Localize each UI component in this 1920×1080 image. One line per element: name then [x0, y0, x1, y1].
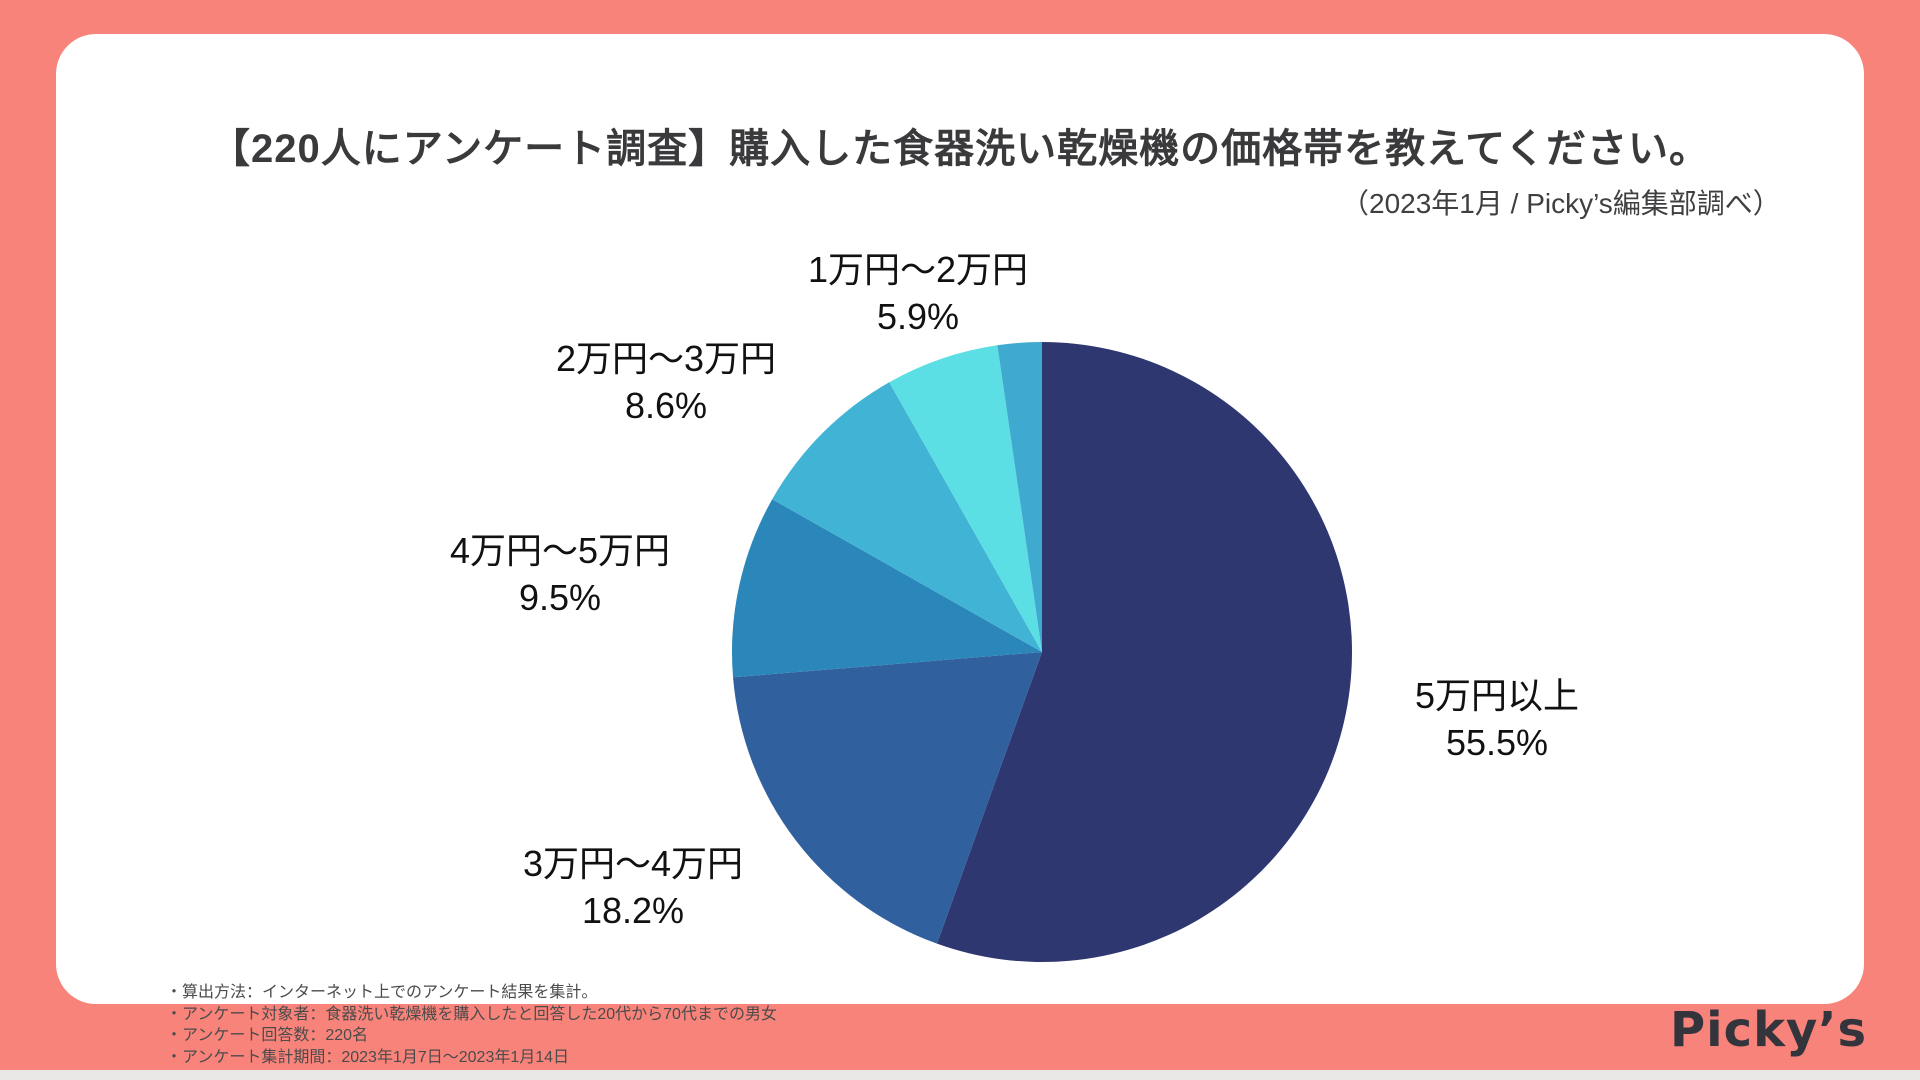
- pie-chart: [722, 332, 1362, 972]
- footnote-audience: ・アンケート対象者：食器洗い乾燥機を購入したと回答した20代から70代までの男女: [166, 1005, 777, 1023]
- slice-label-pct: 5.9%: [876, 296, 960, 337]
- pie-slice-4万円〜5万円: [731, 499, 1042, 678]
- footnotes: ・算出方法：インターネット上でのアンケート結果を集計。 ・アンケート対象者：食器…: [166, 982, 777, 1068]
- footnote-respondents: ・アンケート回答数：220名: [166, 1027, 369, 1044]
- slice-label-40k-50k: 4万円〜5万円 9.5%: [450, 527, 670, 621]
- chart-card: 【220人にアンケート調査】購入した食器洗い乾燥機の価格帯を教えてください。 （…: [56, 34, 1866, 1066]
- slice-label-over-50k: 5万円以上 55.5%: [1415, 672, 1579, 766]
- bottom-strip: [0, 1070, 1920, 1080]
- slice-label-pct: 55.5%: [1445, 722, 1549, 763]
- pie-slice-3万円〜4万円: [733, 652, 1042, 944]
- pie-slice-other: [997, 342, 1042, 652]
- slice-label-10k-20k: 1万円〜2万円 5.9%: [808, 246, 1028, 340]
- slice-label-pct: 18.2%: [581, 890, 685, 931]
- slice-label-20k-30k: 2万円〜3万円 8.6%: [556, 335, 776, 429]
- pie-slice-5万円以上: [936, 342, 1353, 963]
- survey-source-note: （2023年1月 / Picky’s編集部調べ）: [1341, 188, 1781, 219]
- slice-label-text: 2万円〜3万円: [555, 338, 777, 379]
- slice-label-30k-40k: 3万円〜4万円 18.2%: [523, 840, 743, 934]
- footnote-period: ・アンケート集計期間：2023年1月7日〜2023年1月14日: [166, 1048, 570, 1066]
- slice-label-text: 5万円以上: [1414, 675, 1580, 716]
- slice-label-text: 4万円〜5万円: [449, 530, 671, 571]
- footnote-method: ・算出方法：インターネット上でのアンケート結果を集計。: [166, 984, 598, 1001]
- pie-slice-1万円〜2万円: [889, 345, 1042, 652]
- slice-label-pct: 8.6%: [624, 385, 708, 426]
- slice-label-text: 1万円〜2万円: [807, 249, 1029, 290]
- slice-label-text: 3万円〜4万円: [522, 843, 744, 884]
- page-title: 【220人にアンケート調査】購入した食器洗い乾燥機の価格帯を教えてください。: [210, 127, 1710, 171]
- slice-label-pct: 9.5%: [518, 577, 602, 618]
- pie-slice-2万円〜3万円: [772, 382, 1042, 652]
- pie-chart-svg: [731, 342, 1353, 963]
- brand-logo: Picky’s: [1670, 1002, 1868, 1058]
